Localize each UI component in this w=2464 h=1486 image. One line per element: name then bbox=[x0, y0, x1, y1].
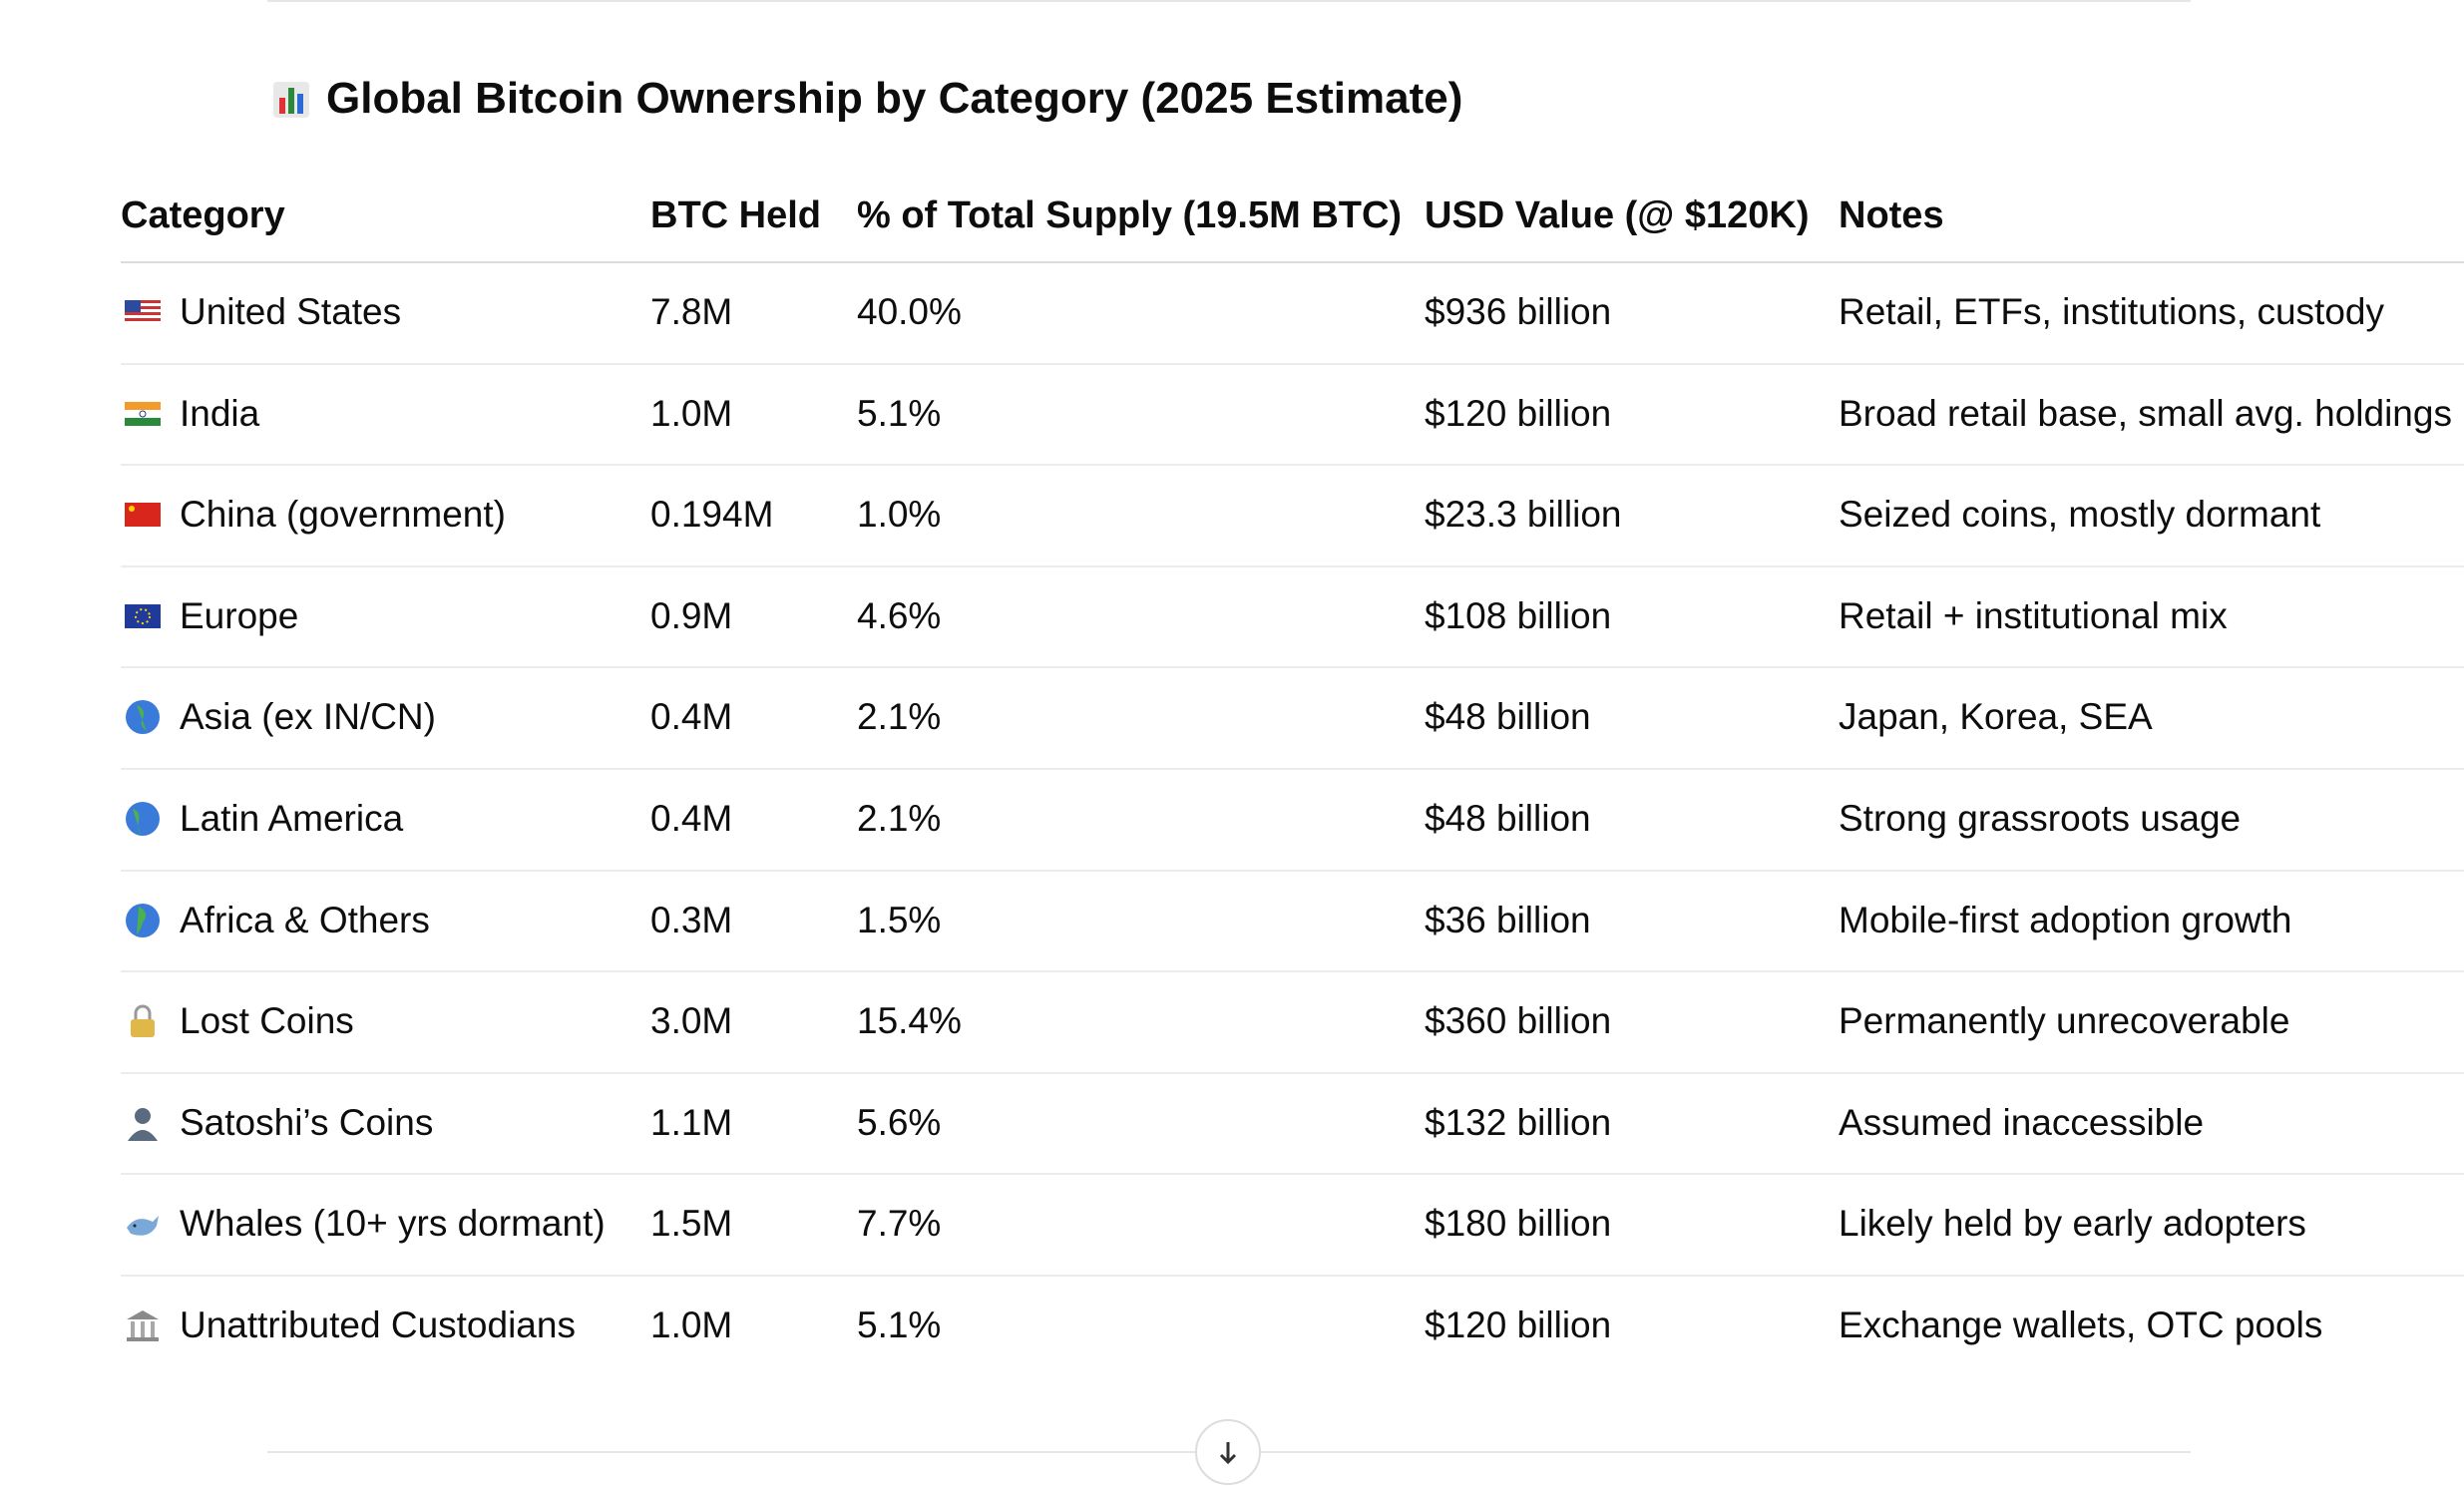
table-cell: 2.1% bbox=[857, 696, 942, 738]
table-cell: 1.5% bbox=[857, 899, 942, 940]
category-cell: Satoshi’s Coins bbox=[180, 1101, 434, 1143]
table-cell: 0.194M bbox=[650, 494, 774, 536]
table-cell: 5.6% bbox=[857, 1101, 942, 1143]
table-cell: 0.4M bbox=[650, 696, 733, 738]
column-header: Category bbox=[121, 194, 285, 236]
row-rule bbox=[121, 362, 2464, 365]
row-rule bbox=[121, 1173, 2464, 1176]
table-cell: Likely held by early adopters bbox=[1839, 1203, 2306, 1245]
column-header: % of Total Supply (19.5M BTC) bbox=[857, 194, 1403, 236]
table-cell: Seized coins, mostly dormant bbox=[1839, 494, 2321, 536]
category-cell: China (government) bbox=[180, 494, 506, 536]
category-cell: Africa & Others bbox=[180, 899, 430, 940]
chart-icon bbox=[273, 82, 309, 118]
category-icon bbox=[125, 603, 161, 628]
page: Global Bitcoin Ownership by Category (20… bbox=[121, 0, 2464, 1485]
table-cell: 0.3M bbox=[650, 899, 733, 940]
category-icon bbox=[131, 1004, 155, 1038]
table-cell: 7.8M bbox=[650, 291, 733, 332]
row-rule bbox=[121, 464, 2464, 467]
table-cell: $108 billion bbox=[1425, 594, 1612, 636]
table-cell: $120 billion bbox=[1425, 1304, 1612, 1345]
category-cell: Europe bbox=[180, 594, 299, 636]
category-icon bbox=[125, 401, 161, 426]
row-rule bbox=[121, 1275, 2464, 1277]
table-cell: $132 billion bbox=[1425, 1101, 1612, 1143]
table-cell: $180 billion bbox=[1425, 1203, 1612, 1245]
category-icon bbox=[128, 1107, 158, 1141]
table-cell: 2.1% bbox=[857, 798, 942, 839]
category-cell: Lost Coins bbox=[180, 1000, 354, 1042]
table-cell: 7.7% bbox=[857, 1203, 942, 1245]
table-cell: Retail, ETFs, institutions, custody bbox=[1839, 291, 2384, 332]
table-cell: 0.4M bbox=[650, 798, 733, 839]
column-header: BTC Held bbox=[650, 194, 821, 236]
table-cell: Broad retail base, small avg. holdings bbox=[1839, 392, 2452, 434]
table-cell: 0.9M bbox=[650, 594, 733, 636]
table-cell: $936 billion bbox=[1425, 291, 1612, 332]
table-cell: Retail + institutional mix bbox=[1839, 594, 2228, 636]
category-icon bbox=[125, 503, 161, 528]
table-cell: Exchange wallets, OTC pools bbox=[1839, 1304, 2323, 1345]
table-cell: $120 billion bbox=[1425, 392, 1612, 434]
table-cell: $23.3 billion bbox=[1425, 494, 1622, 536]
table-cell: 1.0M bbox=[650, 1304, 733, 1345]
table-cell: 5.1% bbox=[857, 1304, 942, 1345]
table-cell: 40.0% bbox=[857, 291, 962, 332]
row-rule bbox=[121, 564, 2464, 567]
row-rule bbox=[121, 666, 2464, 669]
table-cell: Permanently unrecoverable bbox=[1839, 1000, 2290, 1042]
top-divider bbox=[267, 0, 2191, 2]
category-cell: Latin America bbox=[180, 798, 404, 839]
category-cell: India bbox=[180, 392, 260, 434]
category-cell: United States bbox=[180, 291, 402, 332]
category-icon bbox=[127, 1216, 159, 1237]
row-rule bbox=[121, 869, 2464, 872]
table-cell: 1.1M bbox=[650, 1101, 733, 1143]
table-cell: 15.4% bbox=[857, 1000, 962, 1042]
category-icon bbox=[126, 802, 160, 836]
row-rule bbox=[121, 1071, 2464, 1074]
table-title: Global Bitcoin Ownership by Category (20… bbox=[326, 74, 1463, 123]
header-rule bbox=[121, 261, 2464, 263]
table-cell: 4.6% bbox=[857, 594, 942, 636]
column-header: Notes bbox=[1839, 194, 1944, 236]
category-cell: Asia (ex IN/CN) bbox=[180, 696, 436, 738]
table-cell: Assumed inaccessible bbox=[1839, 1101, 2205, 1143]
table-cell: 3.0M bbox=[650, 1000, 733, 1042]
table-cell: 1.5M bbox=[650, 1203, 733, 1245]
scroll-down-button[interactable] bbox=[1194, 1418, 1262, 1486]
table-cell: $36 billion bbox=[1425, 899, 1591, 940]
table-cell: $48 billion bbox=[1425, 798, 1591, 839]
row-rule bbox=[121, 768, 2464, 770]
table-cell: 1.0M bbox=[650, 392, 733, 434]
table-cell: Mobile-first adoption growth bbox=[1839, 899, 2292, 940]
category-icon bbox=[126, 700, 160, 735]
category-icon bbox=[127, 1310, 159, 1341]
category-cell: Unattributed Custodians bbox=[180, 1304, 576, 1345]
column-header: USD Value (@ $120K) bbox=[1425, 194, 1810, 236]
table-cell: $360 billion bbox=[1425, 1000, 1612, 1042]
table-cell: 5.1% bbox=[857, 392, 942, 434]
row-rule bbox=[121, 970, 2464, 973]
category-cell: Whales (10+ yrs dormant) bbox=[180, 1203, 606, 1245]
table-cell: Japan, Korea, SEA bbox=[1839, 696, 2153, 738]
category-icon bbox=[126, 903, 160, 937]
table-cell: $48 billion bbox=[1425, 696, 1591, 738]
table-cell: Strong grassroots usage bbox=[1839, 798, 2242, 839]
table-cell: 1.0% bbox=[857, 494, 942, 536]
category-icon bbox=[125, 300, 161, 324]
